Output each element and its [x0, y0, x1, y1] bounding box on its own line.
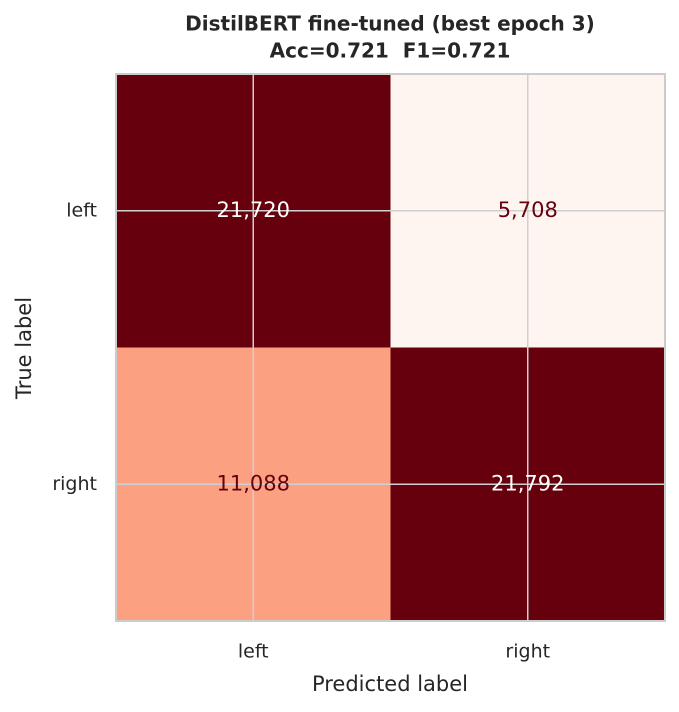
- value-label: 21,792: [491, 471, 564, 495]
- x-tick-label: right: [505, 641, 550, 663]
- value-label: 5,708: [498, 198, 558, 222]
- y-axis-label: True label: [12, 297, 36, 400]
- x-axis-label: Predicted label: [312, 672, 468, 696]
- value-label: 21,720: [217, 198, 290, 222]
- value-label: 11,088: [217, 471, 290, 495]
- chart-subtitle: Acc=0.721 F1=0.721: [270, 39, 511, 63]
- chart-title: DistilBERT fine-tuned (best epoch 3): [185, 12, 595, 36]
- y-tick-label: right: [52, 473, 97, 495]
- y-tick-label: left: [66, 199, 97, 221]
- x-tick-label: left: [238, 641, 269, 663]
- plot-frame: [115, 73, 666, 622]
